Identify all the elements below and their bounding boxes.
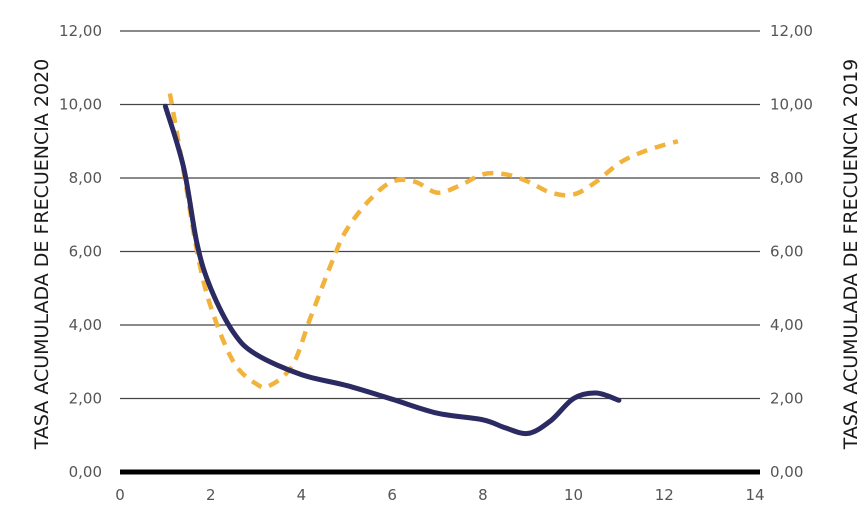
y-axis-right-ticks: 0,00 2,00 4,00 6,00 8,00 10,00 12,00 — [770, 22, 813, 481]
y-tick-label-right: 12,00 — [770, 22, 813, 40]
series-line-2020 — [162, 103, 622, 437]
y-tick-label-right: 10,00 — [770, 96, 813, 114]
x-tick-label: 14 — [745, 486, 764, 504]
x-axis-ticks: 0 2 4 6 8 10 12 14 — [115, 486, 764, 504]
y-tick-label-right: 6,00 — [770, 243, 803, 261]
y-axis-left-label: TASA ACUMULADA DE FRECUENCIA 2020 — [31, 59, 53, 451]
y-tick-label-right: 4,00 — [770, 316, 803, 334]
y-tick-label-left: 8,00 — [69, 169, 102, 187]
y-tick-label-left: 6,00 — [69, 243, 102, 261]
x-tick-label: 10 — [564, 486, 583, 504]
y-tick-label-right: 2,00 — [770, 390, 803, 408]
x-tick-label: 8 — [478, 486, 488, 504]
x-tick-label: 2 — [206, 486, 216, 504]
y-tick-label-right: 8,00 — [770, 169, 803, 187]
y-tick-label-left: 2,00 — [69, 390, 102, 408]
x-tick-label: 6 — [387, 486, 397, 504]
y-tick-label-left: 4,00 — [69, 316, 102, 334]
y-axis-left-ticks: 0,00 2,00 4,00 6,00 8,00 10,00 12,00 — [59, 22, 102, 481]
gridlines — [120, 30, 760, 475]
y-axis-right-label: TASA ACUMULADA DE FRECUENCIA 2019 — [840, 59, 862, 451]
x-tick-label: 4 — [297, 486, 307, 504]
x-tick-label: 12 — [655, 486, 674, 504]
x-tick-label: 0 — [115, 486, 125, 504]
y-tick-label-left: 10,00 — [59, 96, 102, 114]
y-tick-label-left: 0,00 — [69, 463, 102, 481]
y-tick-label-right: 0,00 — [770, 463, 803, 481]
series-line-2019 — [167, 93, 679, 390]
y-tick-label-left: 12,00 — [59, 22, 102, 40]
series-group — [162, 93, 679, 437]
